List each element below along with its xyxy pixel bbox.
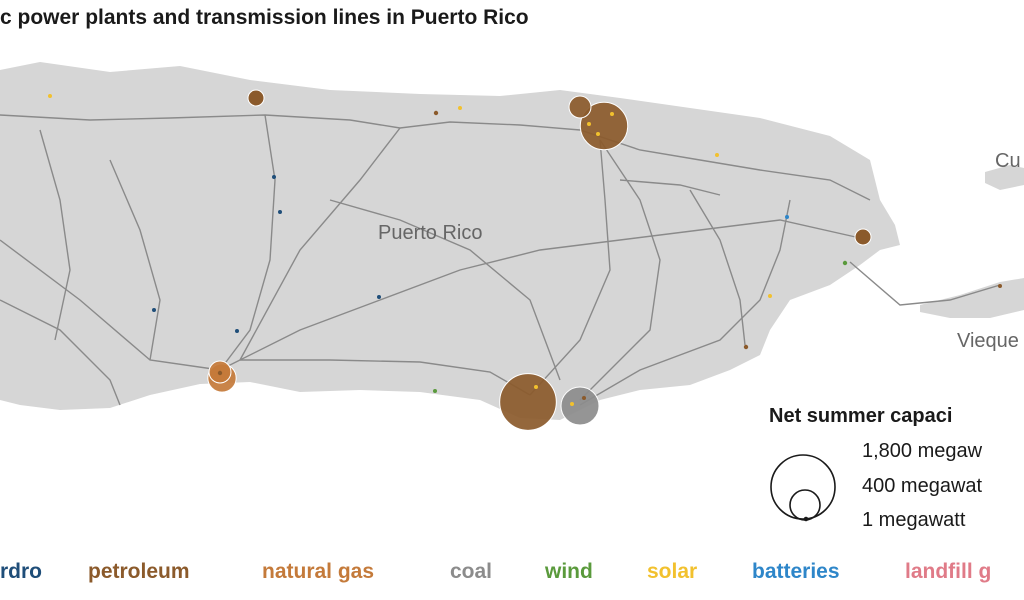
plant-marker-petroleum	[217, 370, 223, 376]
fuel-legend: rdro petroleum natural gas coal wind sol…	[0, 560, 1024, 592]
size-legend-label-small: 1 megawatt	[862, 509, 966, 531]
legend-solar: solar	[647, 560, 698, 583]
plant-marker-petroleum	[247, 89, 265, 107]
size-legend-circle-small	[803, 516, 809, 522]
size-legend-circle-large	[770, 454, 836, 520]
size-legend-circle-medium	[789, 489, 821, 521]
plant-marker-petroleum	[743, 344, 749, 350]
plant-marker-solar	[570, 402, 574, 406]
island-culebra	[985, 165, 1024, 190]
legend-batteries: batteries	[752, 560, 840, 583]
plant-marker-solar	[587, 122, 591, 126]
label-puerto-rico: Puerto Rico	[378, 222, 483, 244]
legend-natural-gas: natural gas	[262, 560, 375, 583]
legend-hydro: rdro	[0, 560, 42, 583]
plant-marker-solar	[610, 112, 614, 116]
map-title: c power plants and transmission lines in…	[0, 6, 529, 29]
plant-marker-petroleum	[579, 101, 629, 151]
plant-marker-solar	[458, 106, 462, 110]
plant-marker-petroleum	[568, 95, 592, 119]
size-legend-label-large: 1,800 megaw	[862, 440, 983, 462]
puerto-rico-map: Puerto Rico Cu Vieque	[0, 62, 1024, 522]
size-legend-title: Net summer capaci	[769, 405, 953, 427]
plant-marker-hydro	[272, 175, 276, 179]
plant-marker-hydro	[377, 295, 381, 299]
plant-marker-petroleum	[433, 110, 439, 116]
legend-coal: coal	[450, 560, 493, 583]
label-culebra: Cu	[995, 150, 1021, 172]
size-legend-label-medium: 400 megawat	[862, 475, 983, 497]
legend-petroleum: petroleum	[88, 560, 190, 583]
plant-marker-solar	[48, 94, 52, 98]
transmission-lines	[0, 114, 1001, 406]
plant-marker-hydro	[235, 329, 239, 333]
legend-landfill-gas: landfill g	[905, 560, 992, 583]
power-plants	[48, 89, 1002, 431]
plant-marker-wind	[433, 389, 437, 393]
plant-marker-petroleum	[499, 373, 557, 431]
plant-marker-solar	[596, 132, 600, 136]
plant-marker-hydro	[152, 308, 156, 312]
island-vieques	[920, 278, 1024, 318]
plant-marker-wind	[842, 260, 848, 266]
legend-wind: wind	[545, 560, 593, 583]
label-vieques: Vieque	[957, 330, 1019, 352]
plant-marker-petroleum	[854, 228, 872, 246]
plant-marker-batteries	[785, 215, 789, 219]
plant-marker-hydro	[278, 210, 282, 214]
size-legend-circles	[770, 454, 836, 522]
plant-marker-solar	[534, 385, 538, 389]
plant-marker-petroleum	[998, 284, 1002, 288]
plant-marker-coal	[560, 386, 600, 426]
plant-marker-solar	[768, 294, 772, 298]
plant-marker-petroleum	[582, 396, 586, 400]
plant-marker-solar	[715, 153, 719, 157]
